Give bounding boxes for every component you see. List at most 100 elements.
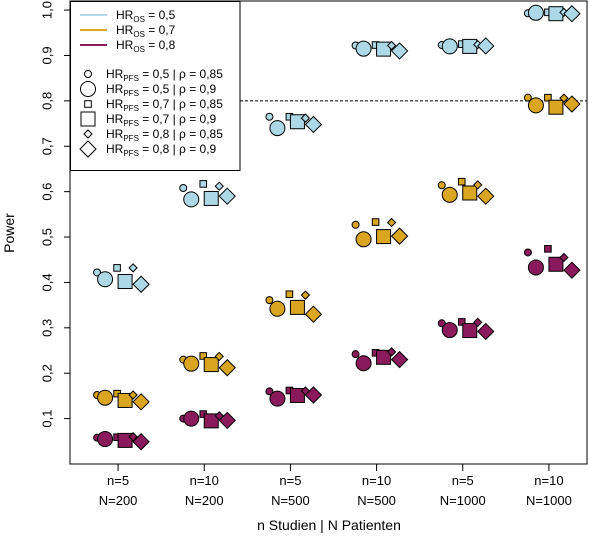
data-point (269, 300, 286, 317)
data-point (355, 355, 372, 372)
data-point (132, 275, 150, 293)
data-point (300, 290, 311, 300)
data-point (269, 120, 286, 137)
data-point (462, 323, 478, 339)
data-point (559, 93, 569, 103)
legend-label-pfs: HRPFS = 0,8 | ρ = 0,9 (106, 142, 217, 158)
legend-marker-diamond-small (83, 129, 93, 139)
x-tick-label-patients: N=500 (271, 493, 310, 508)
x-tick-label-studies: n=5 (107, 473, 129, 488)
data-point (457, 177, 466, 186)
y-axis: 0,1 0,2 0,3 0,4 0,5 0,6 0,7 0,8 0,9 1,0 (39, 1, 70, 428)
data-point (199, 180, 208, 188)
y-tick-label: 0,7 (39, 137, 54, 155)
data-point (477, 322, 495, 341)
data-point (203, 190, 219, 206)
data-point (265, 296, 274, 305)
data-point (376, 349, 392, 365)
data-point (548, 256, 564, 272)
data-point (527, 97, 544, 114)
y-tick-label: 0,6 (39, 183, 54, 201)
data-point (113, 264, 121, 272)
data-point (441, 322, 458, 339)
data-point (548, 99, 564, 115)
data-point (269, 390, 286, 407)
data-point (97, 389, 114, 406)
data-point (462, 38, 478, 54)
data-point (179, 184, 188, 193)
data-point (132, 433, 150, 451)
data-point (304, 386, 323, 404)
data-point (93, 268, 102, 277)
data-point (351, 350, 360, 359)
legend-label-pfs: HRPFS = 0,5 | ρ = 0,9 (106, 82, 217, 98)
data-point (523, 93, 532, 102)
legend-label-pfs: HRPFS = 0,5 | ρ = 0,85 (106, 67, 223, 83)
data-point (218, 411, 236, 430)
x-tick-label-patients: N=1000 (440, 493, 486, 508)
data-point (97, 431, 114, 448)
legend-label-os08: HROS = 0,8 (116, 38, 176, 54)
data-point (386, 40, 397, 51)
data-point (390, 350, 409, 369)
data-point (462, 185, 478, 201)
legend-marker-diamond-large (79, 140, 97, 158)
data-point (437, 181, 446, 190)
data-point (183, 410, 200, 427)
data-point (523, 248, 532, 257)
data-point (128, 390, 138, 400)
data-point (473, 180, 483, 190)
x-axis: n=5 N=200 n=10 N=200 n=5 N=500 n=10 N=500 n=5 N=1… (99, 464, 572, 508)
y-axis-title: Power (1, 213, 17, 253)
data-point (351, 220, 360, 229)
data-point (214, 351, 224, 362)
legend-label-os07: HROS = 0,7 (116, 23, 176, 39)
x-tick-label-patients: N=200 (185, 493, 224, 508)
data-point (371, 218, 380, 226)
legend-marker-circle-large (80, 81, 96, 97)
data-point (265, 387, 274, 396)
legend-marker-square-large (80, 111, 96, 127)
legend-label-pfs: HRPFS = 0,7 | ρ = 0,9 (106, 112, 217, 128)
legend-marker-circle-small (84, 70, 92, 78)
data-point (563, 261, 581, 279)
data-point (183, 355, 200, 372)
data-point (527, 4, 544, 21)
y-tick-label: 0,3 (39, 319, 54, 337)
x-tick-label-studies: n=10 (362, 473, 391, 488)
data-point (437, 319, 446, 328)
data-point (355, 40, 372, 57)
data-point (544, 245, 552, 253)
x-tick-label-studies: n=5 (452, 473, 474, 488)
data-point (477, 37, 495, 55)
data-point (563, 5, 581, 23)
data-point (527, 259, 544, 276)
x-tick-label-patients: N=1000 (526, 493, 572, 508)
data-point (544, 93, 552, 102)
data-point (214, 181, 224, 191)
data-point (457, 318, 466, 326)
x-tick-label-patients: N=200 (99, 493, 138, 508)
x-tick-label-patients: N=500 (357, 493, 396, 508)
data-point (97, 271, 114, 288)
y-tick-label: 1,0 (39, 1, 54, 19)
data-point (304, 305, 323, 323)
data-point (355, 231, 372, 248)
data-point (128, 432, 138, 442)
data-point (559, 252, 569, 263)
data-point (128, 263, 138, 273)
series-os07 (93, 93, 581, 411)
x-tick-label-studies: n=10 (190, 473, 219, 488)
data-point (563, 95, 581, 113)
data-point (390, 42, 409, 60)
data-point (203, 413, 219, 429)
data-point (199, 352, 208, 360)
plot-frame (69, 0, 588, 465)
y-tick-label: 0,9 (39, 46, 54, 64)
data-point (473, 317, 483, 328)
data-point (203, 357, 219, 373)
x-tick-label-studies: n=5 (279, 473, 301, 488)
data-point (441, 186, 458, 203)
y-tick-label: 0,5 (39, 228, 54, 246)
data-point (132, 393, 150, 411)
